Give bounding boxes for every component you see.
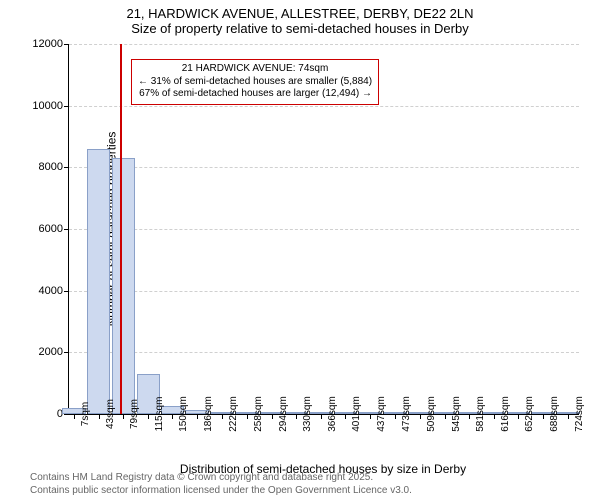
xtick-label: 437sqm [370,396,387,432]
annotation-line1: 21 HARDWICK AVENUE: 74sqm [138,63,372,76]
footer-line1: Contains HM Land Registry data © Crown c… [30,472,412,485]
annotation-box: 21 HARDWICK AVENUE: 74sqm← 31% of semi-d… [131,59,379,105]
xtick-label: 509sqm [420,396,437,432]
ytick-label: 6000 [39,223,69,235]
xtick-label: 43sqm [99,399,116,429]
xtick-label: 581sqm [469,396,486,432]
ytick-label: 12000 [32,38,69,50]
xtick-label: 616sqm [494,396,511,432]
histogram-bar [87,149,110,414]
xtick-label: 258sqm [247,396,264,432]
gridline [69,44,579,45]
xtick-label: 401sqm [345,396,362,432]
gridline [69,291,579,292]
xtick-label: 7sqm [74,402,91,426]
histogram-bar [112,158,135,414]
gridline [69,352,579,353]
gridline [69,106,579,107]
xtick-label: 473sqm [395,396,412,432]
ytick-label: 4000 [39,285,69,297]
xtick-label: 115sqm [148,397,165,432]
chart-area: Number of semi-detached properties 02000… [68,44,578,414]
annotation-line2: ← 31% of semi-detached houses are smalle… [138,76,372,89]
annotation-line3: 67% of semi-detached houses are larger (… [138,88,372,101]
xtick-label: 366sqm [321,396,338,432]
footer-attribution: Contains HM Land Registry data © Crown c… [30,472,412,497]
xtick-label: 545sqm [445,396,462,432]
chart-title-line1: 21, HARDWICK AVENUE, ALLESTREE, DERBY, D… [0,6,600,21]
gridline [69,167,579,168]
ytick-label: 2000 [39,346,69,358]
xtick-label: 186sqm [197,396,214,432]
gridline [69,229,579,230]
marker-line [120,44,122,414]
xtick-label: 79sqm [123,399,140,429]
chart-title-line2: Size of property relative to semi-detach… [0,21,600,36]
xtick-label: 724sqm [568,396,585,432]
xtick-label: 330sqm [296,396,313,432]
xtick-label: 652sqm [518,396,535,432]
plot-region: 0200040006000800010000120007sqm43sqm79sq… [68,44,579,415]
ytick-label: 8000 [39,161,69,173]
xtick-label: 294sqm [272,396,289,432]
xtick-label: 222sqm [222,396,239,432]
xtick-label: 150sqm [172,396,189,432]
xtick-label: 688sqm [543,396,560,432]
ytick-label: 10000 [32,100,69,112]
footer-line2: Contains public sector information licen… [30,485,412,498]
